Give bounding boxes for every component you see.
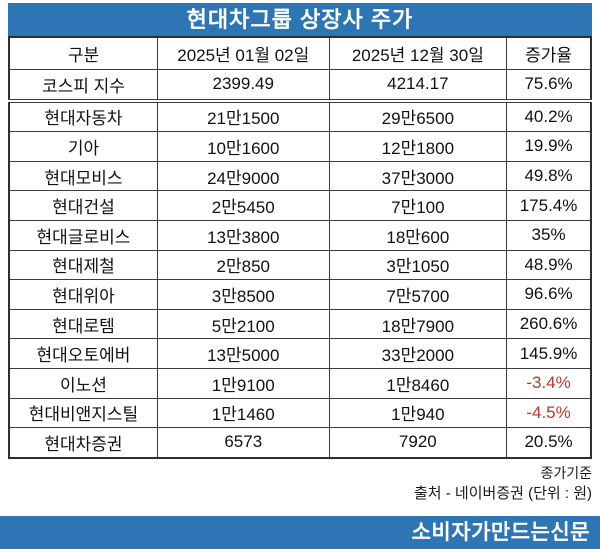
start-price-cell: 2만5450	[156, 190, 330, 221]
change-rate-cell: -3.4%	[506, 367, 592, 399]
table-row: 현대자동차 21만1500 29만6500 40.2%	[8, 100, 592, 133]
table-row: 현대제철 2만850 3만1050 48.9%	[8, 249, 592, 281]
company-name-cell: 이노션	[8, 367, 158, 399]
closing-price-note: 종가기준	[540, 464, 592, 481]
end-price-cell: 18만7900	[328, 308, 508, 340]
change-rate-cell: 96.6%	[506, 279, 592, 310]
start-price-cell: 10만1600	[156, 131, 330, 162]
end-price-cell: 1만8460	[328, 367, 508, 399]
company-name-cell: 현대글로비스	[8, 219, 158, 251]
table-row: 현대차증권 6573 7920 20.5%	[8, 427, 592, 459]
start-price-cell: 1만1460	[156, 397, 330, 429]
column-header-change-rate: 증가율	[506, 36, 592, 70]
page-title: 현대차그룹 상장사 주가	[8, 3, 592, 36]
company-name-cell: 현대건설	[8, 190, 158, 221]
column-header-date-end: 2025년 12월 30일	[328, 36, 508, 70]
table-row: 현대글로비스 13만3800 18만600 35%	[8, 219, 592, 251]
change-rate-cell: 49.8%	[506, 160, 592, 192]
company-name-cell: 현대오토에버	[8, 338, 158, 369]
company-name-cell: 현대비앤지스틸	[8, 397, 158, 429]
end-price-cell: 37만3000	[328, 160, 508, 192]
change-rate-cell: 48.9%	[506, 249, 592, 281]
source-note: 출처 - 네이버증권 (단위 : 원)	[414, 484, 592, 502]
start-price-cell: 5만2100	[156, 308, 330, 340]
table-row: 기아 10만1600 12만1800 19.9%	[8, 131, 592, 162]
end-price-cell: 18만600	[328, 219, 508, 251]
start-price-cell: 13만3800	[156, 219, 330, 251]
end-price-cell: 12만1800	[328, 131, 508, 162]
company-name-cell: 코스피 지수	[8, 68, 158, 103]
change-rate-cell: 260.6%	[506, 308, 592, 340]
change-rate-cell: -4.5%	[506, 397, 592, 429]
company-name-cell: 현대위아	[8, 279, 158, 310]
start-price-cell: 1만9100	[156, 367, 330, 399]
start-price-cell: 24만9000	[156, 160, 330, 192]
publisher-banner: 소비자가만드는신문	[0, 516, 600, 549]
table-row: 현대로템 5만2100 18만7900 260.6%	[8, 308, 592, 340]
end-price-cell: 7만5700	[328, 279, 508, 310]
table-row: 코스피 지수 2399.49 4214.17 75.6%	[8, 68, 592, 103]
start-price-cell: 3만8500	[156, 279, 330, 310]
end-price-cell: 33만2000	[328, 338, 508, 369]
end-price-cell: 29만6500	[328, 100, 508, 133]
start-price-cell: 6573	[156, 427, 330, 459]
company-name-cell: 현대자동차	[8, 100, 158, 133]
company-name-cell: 현대제철	[8, 249, 158, 281]
table-row: 현대위아 3만8500 7만5700 96.6%	[8, 279, 592, 310]
table-header: 구분 2025년 01월 02일 2025년 12월 30일 증가율	[8, 36, 592, 70]
stock-price-sheet: 현대차그룹 상장사 주가 구분 2025년 01월 02일 2025년 12월 …	[8, 3, 592, 505]
start-price-cell: 2만850	[156, 249, 330, 281]
company-name-cell: 현대차증권	[8, 427, 158, 459]
table-row: 현대건설 2만5450 7만100 175.4%	[8, 190, 592, 221]
end-price-cell: 7만100	[328, 190, 508, 221]
column-header-date-start: 2025년 01월 02일	[156, 36, 330, 70]
change-rate-cell: 19.9%	[506, 131, 592, 162]
change-rate-cell: 75.6%	[506, 68, 592, 103]
change-rate-cell: 40.2%	[506, 100, 592, 133]
footnotes: 종가기준 출처 - 네이버증권 (단위 : 원)	[8, 463, 592, 505]
start-price-cell: 21만1500	[156, 100, 330, 133]
company-name-cell: 현대로템	[8, 308, 158, 340]
end-price-cell: 7920	[328, 427, 508, 459]
change-rate-cell: 20.5%	[506, 427, 592, 459]
end-price-cell: 3만1050	[328, 249, 508, 281]
table-row: 이노션 1만9100 1만8460 -3.4%	[8, 367, 592, 399]
column-header-category: 구분	[8, 36, 158, 70]
table-body: 코스피 지수 2399.49 4214.17 75.6% 현대자동차 21만15…	[8, 68, 592, 459]
company-name-cell: 기아	[8, 131, 158, 162]
change-rate-cell: 175.4%	[506, 190, 592, 221]
end-price-cell: 1만940	[328, 397, 508, 429]
end-price-cell: 4214.17	[328, 68, 508, 103]
table-row: 현대비앤지스틸 1만1460 1만940 -4.5%	[8, 397, 592, 429]
table-row: 현대모비스 24만9000 37만3000 49.8%	[8, 160, 592, 192]
start-price-cell: 13만5000	[156, 338, 330, 369]
table-row: 현대오토에버 13만5000 33만2000 145.9%	[8, 338, 592, 369]
company-name-cell: 현대모비스	[8, 160, 158, 192]
change-rate-cell: 145.9%	[506, 338, 592, 369]
start-price-cell: 2399.49	[156, 68, 330, 103]
stock-price-table: 구분 2025년 01월 02일 2025년 12월 30일 증가율 코스피 지…	[8, 36, 592, 459]
change-rate-cell: 35%	[506, 219, 592, 251]
